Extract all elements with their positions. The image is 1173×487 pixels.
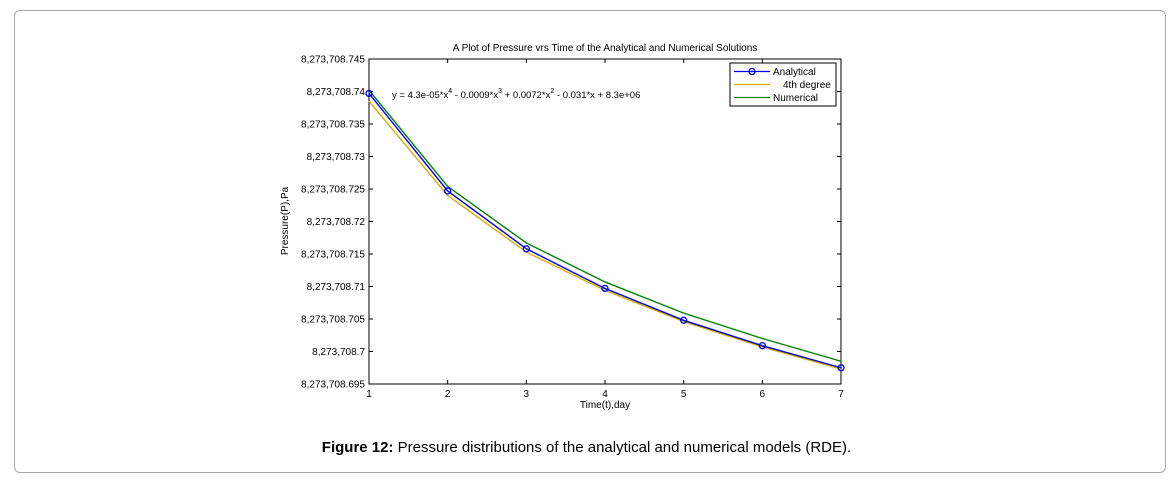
equation-part: - 0.031*x + 8.3e+06 <box>554 90 640 101</box>
figure-caption: Figure 12: Pressure distributions of the… <box>0 439 1173 456</box>
x-axis-ticks: 1 2 3 4 5 6 7 <box>366 59 844 400</box>
data-point-analytical <box>758 341 766 350</box>
series-line-numerical <box>368 89 842 362</box>
x-tick-label: 5 <box>681 389 687 400</box>
legend-label-4th-degree: 4th degree <box>783 80 831 91</box>
legend-label-analytical: Analytical <box>773 67 816 78</box>
y-tick-label: 8,273,708.715 <box>301 250 365 261</box>
y-tick-label: 8,273,708.7 <box>312 347 365 358</box>
x-tick-label: 4 <box>602 389 608 400</box>
equation-exponent: 2 <box>550 88 554 95</box>
equation-part: + 0.0072*x <box>502 90 551 101</box>
y-tick-label: 8,273,708.73 <box>307 152 366 163</box>
y-tick-label: 8,273,708.705 <box>301 315 365 326</box>
y-tick-label: 8,273,708.695 <box>301 380 365 391</box>
data-point-analytical <box>601 284 609 293</box>
y-tick-label: 8,273,708.74 <box>307 87 366 98</box>
data-point-analytical <box>365 89 373 98</box>
y-axis-label: Pressure(P),Pa <box>280 186 291 255</box>
data-point-analytical <box>680 316 688 324</box>
legend-marker-analytical <box>748 67 756 76</box>
y-tick-label: 8,273,708.735 <box>301 120 365 131</box>
caption-text: Pressure distributions of the analytical… <box>393 439 852 456</box>
legend: Analytical 4th degree Numerical <box>729 62 837 107</box>
series-layer <box>365 89 845 372</box>
equation-part: y = 4.3e-05*x <box>392 90 448 101</box>
plot-area <box>368 58 842 385</box>
data-point-analytical <box>522 245 530 253</box>
y-tick-label: 8,273,708.725 <box>301 185 365 196</box>
y-axis-ticks: 8,273,708.695 8,273,708.7 8,273,708.705 8,2… <box>301 55 841 391</box>
equation-exponent: 4 <box>448 88 452 95</box>
x-tick-label: 3 <box>524 389 530 400</box>
equation-part: - 0.0009*x <box>452 90 498 101</box>
equation-exponent: 3 <box>498 88 502 95</box>
caption-label: Figure 12: <box>321 439 394 456</box>
x-tick-label: 2 <box>445 389 451 400</box>
x-axis-label: Time(t),day <box>580 400 630 411</box>
data-point-analytical <box>444 187 452 195</box>
y-tick-label: 8,273,708.71 <box>307 282 366 293</box>
x-tick-label: 6 <box>760 389 766 400</box>
x-tick-label: 1 <box>366 389 372 400</box>
chart-title: A Plot of Pressure vrs Time of the Analy… <box>453 43 758 54</box>
legend-label-numerical: Numerical <box>773 93 818 104</box>
y-tick-label: 8,273,708.72 <box>307 217 366 228</box>
y-tick-label: 8,273,708.745 <box>301 55 365 66</box>
x-tick-label: 7 <box>838 389 844 400</box>
series-line-4th-degree <box>368 100 842 370</box>
series-line-analytical <box>368 93 842 369</box>
data-point-analytical <box>837 364 845 372</box>
fit-equation-annotation: y = 4.3e-05*x4 - 0.0009*x3 + 0.0072*x2 -… <box>392 88 640 101</box>
